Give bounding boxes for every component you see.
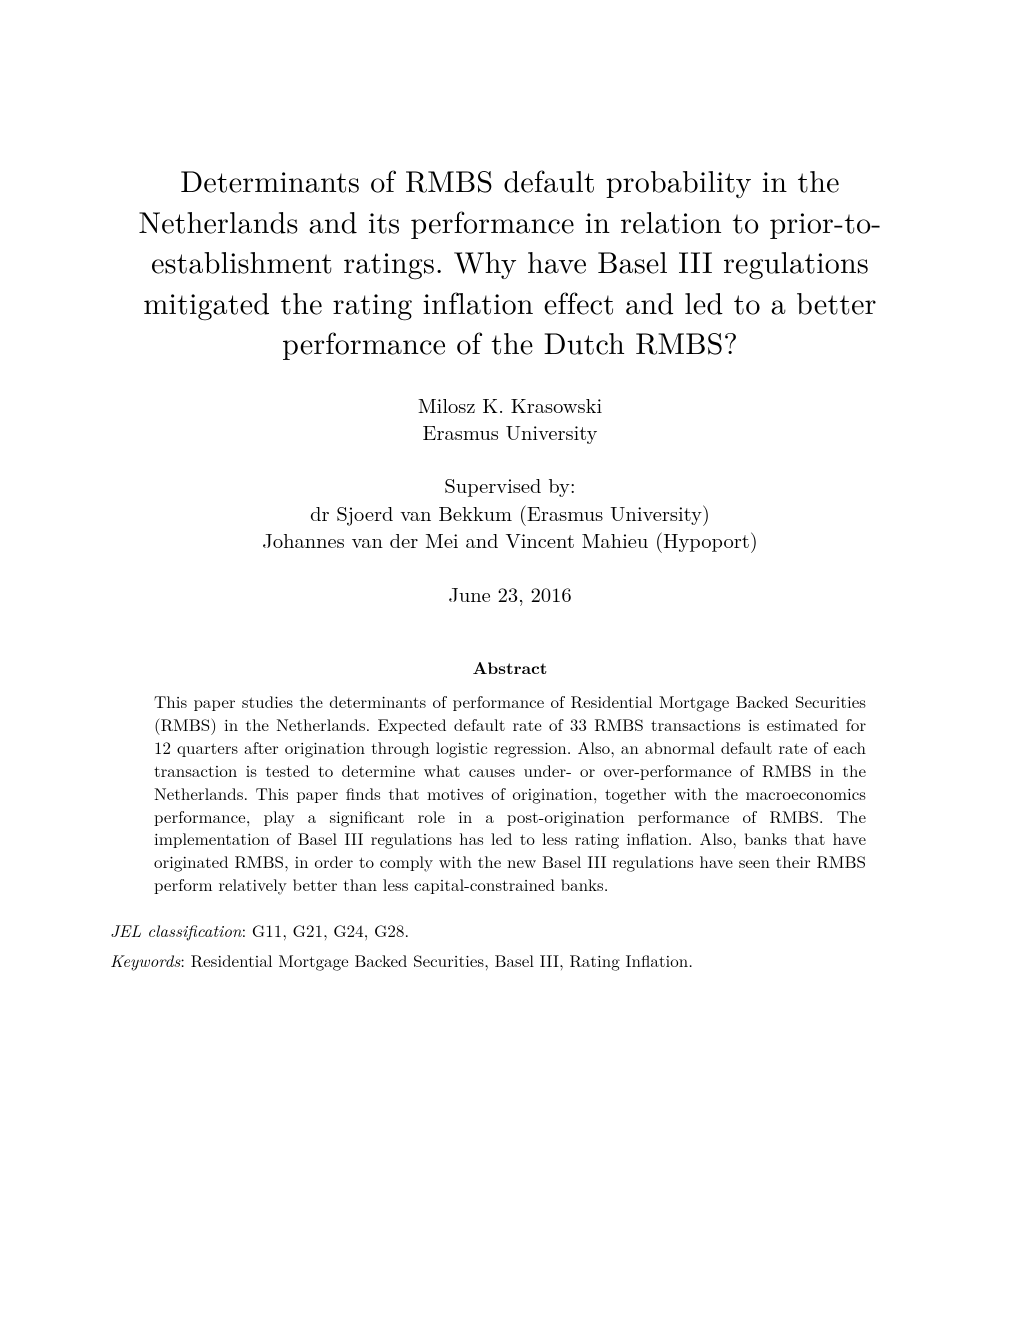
keywords-label: Keywords: [110, 948, 180, 972]
jel-value: : G11, G21, G24, G28.: [241, 918, 409, 942]
author-block: Milosz K. Krasowski Erasmus University: [110, 391, 910, 446]
author-name: Milosz K. Krasowski: [110, 391, 910, 419]
supervised-by-label: Supervised by:: [110, 471, 910, 499]
keywords-line: Keywords: Residential Mortgage Backed Se…: [110, 948, 910, 974]
paper-title-page: Determinants of RMBS default probability…: [0, 0, 1020, 1320]
abstract-body: This paper studies the determinants of p…: [110, 690, 910, 896]
keywords-value: : Residential Mortgage Backed Securities…: [180, 948, 693, 972]
jel-classification-line: JEL classification: G11, G21, G24, G28.: [110, 918, 910, 944]
supervisor-block: Supervised by: dr Sjoerd van Bekkum (Era…: [110, 471, 910, 554]
supervisor-line-2: Johannes van der Mei and Vincent Mahieu …: [110, 526, 910, 554]
supervisor-line-1: dr Sjoerd van Bekkum (Erasmus University…: [110, 499, 910, 527]
abstract-heading: Abstract: [110, 656, 910, 680]
paper-date: June 23, 2016: [110, 579, 910, 608]
author-affiliation: Erasmus University: [110, 418, 910, 446]
paper-title: Determinants of RMBS default probability…: [110, 160, 910, 363]
jel-label: JEL classification: [110, 918, 241, 942]
